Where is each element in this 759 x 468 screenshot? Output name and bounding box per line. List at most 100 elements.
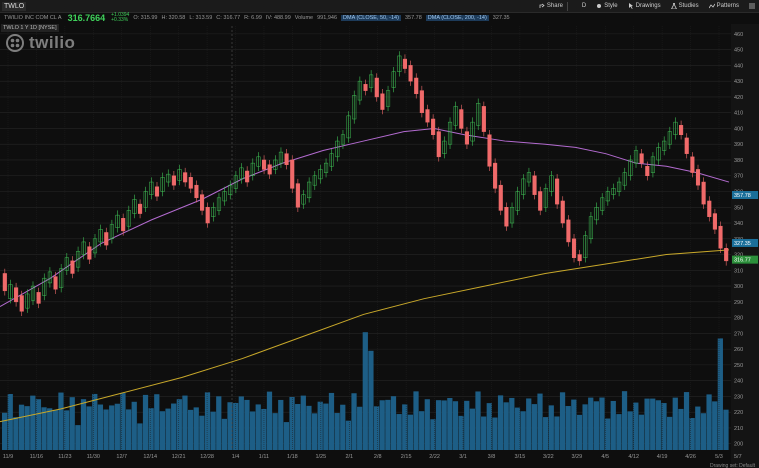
dma200-label[interactable]: DMA (CLOSE, 200, -14) (425, 15, 489, 21)
volume-bar (7, 393, 13, 450)
price-tick-label: 250 (734, 363, 743, 369)
candle-body (493, 162, 498, 189)
price-tick-label: 430 (734, 79, 743, 85)
volume-bar (159, 411, 166, 450)
top-toolbar: TWLO Share D Style Drawings Studies (0, 0, 759, 13)
candle-body (70, 260, 75, 274)
volume-bar (683, 392, 690, 450)
candle-body (290, 159, 295, 189)
candle-body (216, 197, 222, 211)
volume-bar (605, 418, 611, 450)
high-value: H: 320.58 (161, 15, 186, 21)
candle-body (323, 162, 329, 173)
volume-bar (2, 412, 8, 450)
patterns-label: Patterns (716, 3, 739, 9)
volume-bar (221, 418, 228, 450)
candle-body (295, 183, 300, 208)
volume-bar (300, 395, 306, 450)
volume-bar (171, 403, 177, 450)
volume-bar (272, 413, 278, 450)
volume-bar (255, 404, 261, 450)
studies-button[interactable]: Studies (670, 3, 699, 9)
volume-bar (137, 423, 143, 450)
candle-body (600, 197, 605, 211)
drawings-button[interactable]: Drawings (628, 3, 661, 9)
candle-body (53, 276, 58, 290)
volume-bar (13, 417, 19, 450)
candle-body (307, 181, 312, 199)
candle-body (183, 172, 188, 183)
open-value: O: 315.99 (133, 15, 158, 21)
dma50-line (0, 127, 730, 308)
volume-bar (610, 400, 616, 450)
volume-label: Volume (294, 15, 314, 21)
volume-bar (599, 397, 605, 450)
price-tick-label: 260 (734, 347, 743, 353)
last-price-badge (732, 255, 758, 264)
interval-button[interactable]: D (582, 3, 586, 9)
symbol-input[interactable]: TWLO (2, 1, 26, 11)
volume-bar (80, 399, 87, 450)
volume-bar (475, 391, 481, 450)
dma200-badge (732, 238, 758, 247)
volume-bar (63, 410, 70, 450)
date-tick-label: 2/15 (401, 454, 412, 460)
dma50-label[interactable]: DMA (CLOSE, 50, -14) (341, 15, 401, 21)
candle-body (109, 224, 114, 240)
volume-bar (283, 422, 290, 450)
volume-bar (373, 406, 380, 450)
volume-bar (204, 392, 211, 450)
volume-bar (357, 406, 363, 450)
toolbar-actions: Share D Style Drawings Studies Patterns (529, 1, 755, 11)
candle-body (171, 175, 176, 186)
menu-button[interactable] (749, 3, 755, 9)
style-button[interactable]: Style (596, 3, 618, 9)
volume-bar (588, 397, 594, 450)
price-chart[interactable]: 2002102202302402502602702802903003103203… (0, 24, 759, 468)
volume-bar (576, 414, 583, 450)
patterns-button[interactable]: Patterns (708, 3, 739, 9)
volume-bar (712, 401, 718, 450)
price-tick-label: 210 (734, 426, 743, 432)
price-tick-label: 290 (734, 300, 743, 306)
volume-bar (537, 393, 543, 450)
volume-bar (261, 408, 267, 450)
volume-bar (187, 409, 194, 450)
candle-body (233, 175, 238, 189)
candle-body (273, 159, 278, 170)
volume-bar (582, 404, 588, 450)
candle-body (712, 213, 717, 230)
volume-bar (469, 408, 475, 450)
candle-body (211, 207, 216, 217)
candle-body (363, 84, 368, 91)
candle-body (611, 188, 616, 195)
candle-body (487, 134, 492, 167)
candle-body (200, 194, 205, 211)
volume-bar (689, 418, 695, 450)
volume-bar (238, 396, 244, 450)
candle-body (256, 156, 261, 167)
volume-bar (323, 403, 329, 450)
candle-body (481, 106, 486, 132)
share-button[interactable]: Share (539, 3, 563, 9)
volume-bar (543, 417, 549, 450)
candle-body (138, 203, 143, 214)
volume-bar (402, 404, 408, 450)
dma50-badge-text: 357.78 (734, 193, 751, 199)
candle-body (228, 184, 233, 195)
volume-bar (165, 408, 171, 450)
volume-bar (379, 400, 385, 450)
volume-bar (481, 416, 487, 450)
candle-body (498, 184, 503, 211)
volume-bar (695, 406, 701, 450)
volume-bar (109, 405, 115, 450)
dma200-badge-text: 327.35 (734, 241, 751, 247)
volume-bar (199, 415, 205, 450)
candle-body (701, 181, 706, 205)
price-tick-label: 270 (734, 331, 743, 337)
volume-bar (593, 401, 599, 450)
candle-body (278, 151, 284, 164)
candle-body (391, 71, 396, 88)
price-tick-label: 460 (734, 32, 743, 38)
volume-bar (114, 403, 120, 450)
